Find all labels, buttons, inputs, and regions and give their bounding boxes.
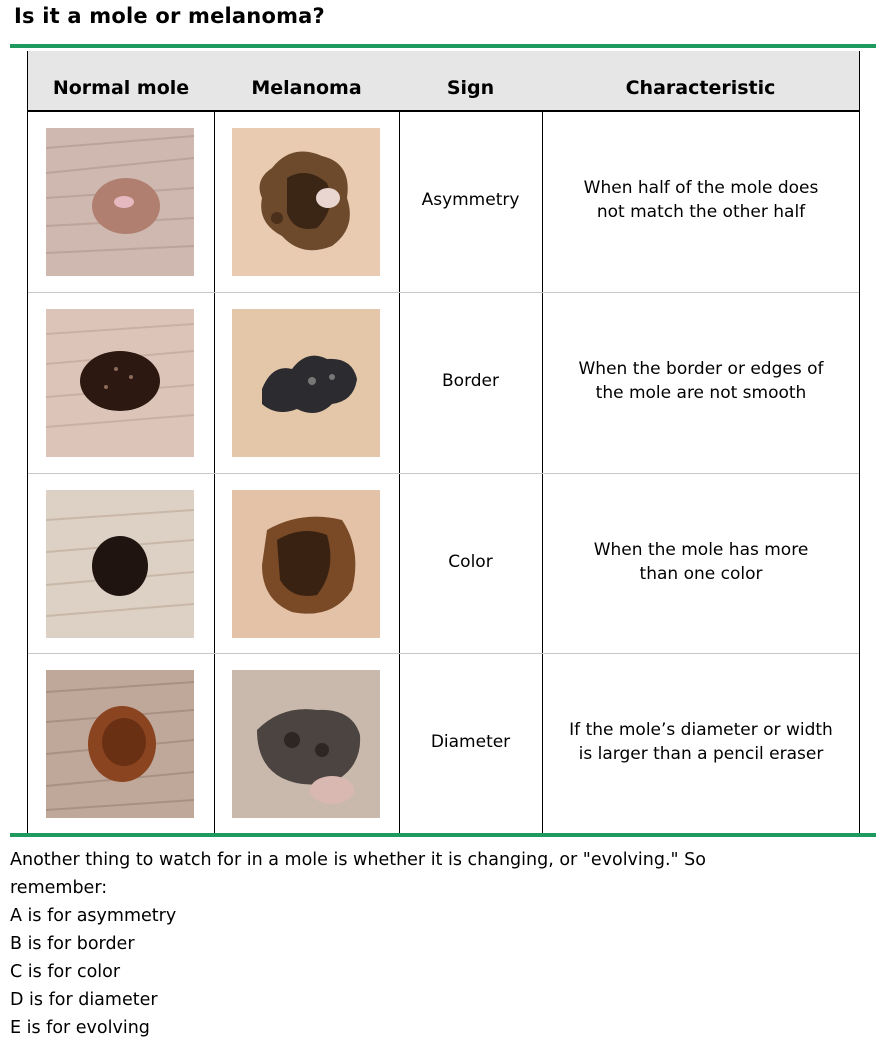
abcde-footnote: Another thing to watch for in a mole is … [10, 846, 870, 1042]
characteristic-line: than one color [639, 564, 763, 584]
mnemonic-item: A is for asymmetry [10, 906, 177, 926]
table-row: Color When the mole has more than one co… [28, 474, 859, 653]
footnote-line: Another thing to watch for in a mole is … [10, 850, 706, 870]
normal-mole-diameter-photo [46, 670, 194, 818]
header-sign: Sign [446, 77, 495, 99]
mnemonic-item: B is for border [10, 934, 135, 954]
melanoma-asymmetry-photo [232, 128, 380, 276]
column-divider [542, 112, 543, 833]
sign-label: Color [448, 552, 493, 572]
mnemonic-item: E is for evolving [10, 1018, 150, 1038]
row-divider [28, 292, 859, 293]
row-divider [28, 653, 859, 654]
melanoma-border-photo [232, 309, 380, 457]
characteristic-line: not match the other half [596, 202, 806, 222]
characteristic-text: If the mole’s diameter or width is large… [543, 718, 859, 766]
header-melanoma: Melanoma [251, 77, 362, 99]
normal-mole-border-photo [46, 309, 194, 457]
column-divider [399, 112, 400, 833]
top-divider [10, 44, 876, 48]
bottom-divider [10, 833, 876, 837]
header-characteristic: Characteristic [625, 77, 776, 99]
melanoma-diameter-photo [232, 670, 380, 818]
normal-mole-color-photo [46, 490, 194, 638]
mnemonic-item: C is for color [10, 962, 121, 982]
characteristic-text: When the border or edges of the mole are… [543, 357, 859, 405]
sign-label: Asymmetry [421, 190, 520, 210]
sign-label: Diameter [430, 732, 511, 752]
table-row: Asymmetry When half of the mole does not… [28, 112, 859, 292]
characteristic-line: the mole are not smooth [595, 383, 807, 403]
melanoma-color-photo [232, 490, 380, 638]
page-title: Is it a mole or melanoma? [14, 4, 325, 28]
table-header: Normal mole Melanoma Sign Characteristic [28, 51, 859, 112]
characteristic-line: is larger than a pencil eraser [578, 744, 824, 764]
table-row: Diameter If the mole’s diameter or width… [28, 654, 859, 833]
mnemonic-item: D is for diameter [10, 990, 158, 1010]
characteristic-text: When the mole has more than one color [543, 538, 859, 586]
characteristic-line: When the border or edges of [578, 359, 824, 379]
header-normal-mole: Normal mole [52, 77, 190, 99]
row-divider [28, 473, 859, 474]
footnote-line: remember: [10, 878, 108, 898]
sign-label: Border [442, 371, 499, 391]
characteristic-line: When half of the mole does [583, 178, 819, 198]
table-row: Border When the border or edges of the m… [28, 293, 859, 473]
characteristic-line: If the mole’s diameter or width [569, 720, 833, 740]
characteristic-line: When the mole has more [593, 540, 809, 560]
abcd-table: Normal mole Melanoma Sign Characteristic [27, 51, 860, 833]
column-divider [214, 112, 215, 833]
characteristic-text: When half of the mole does not match the… [543, 176, 859, 224]
normal-mole-asymmetry-photo [46, 128, 194, 276]
